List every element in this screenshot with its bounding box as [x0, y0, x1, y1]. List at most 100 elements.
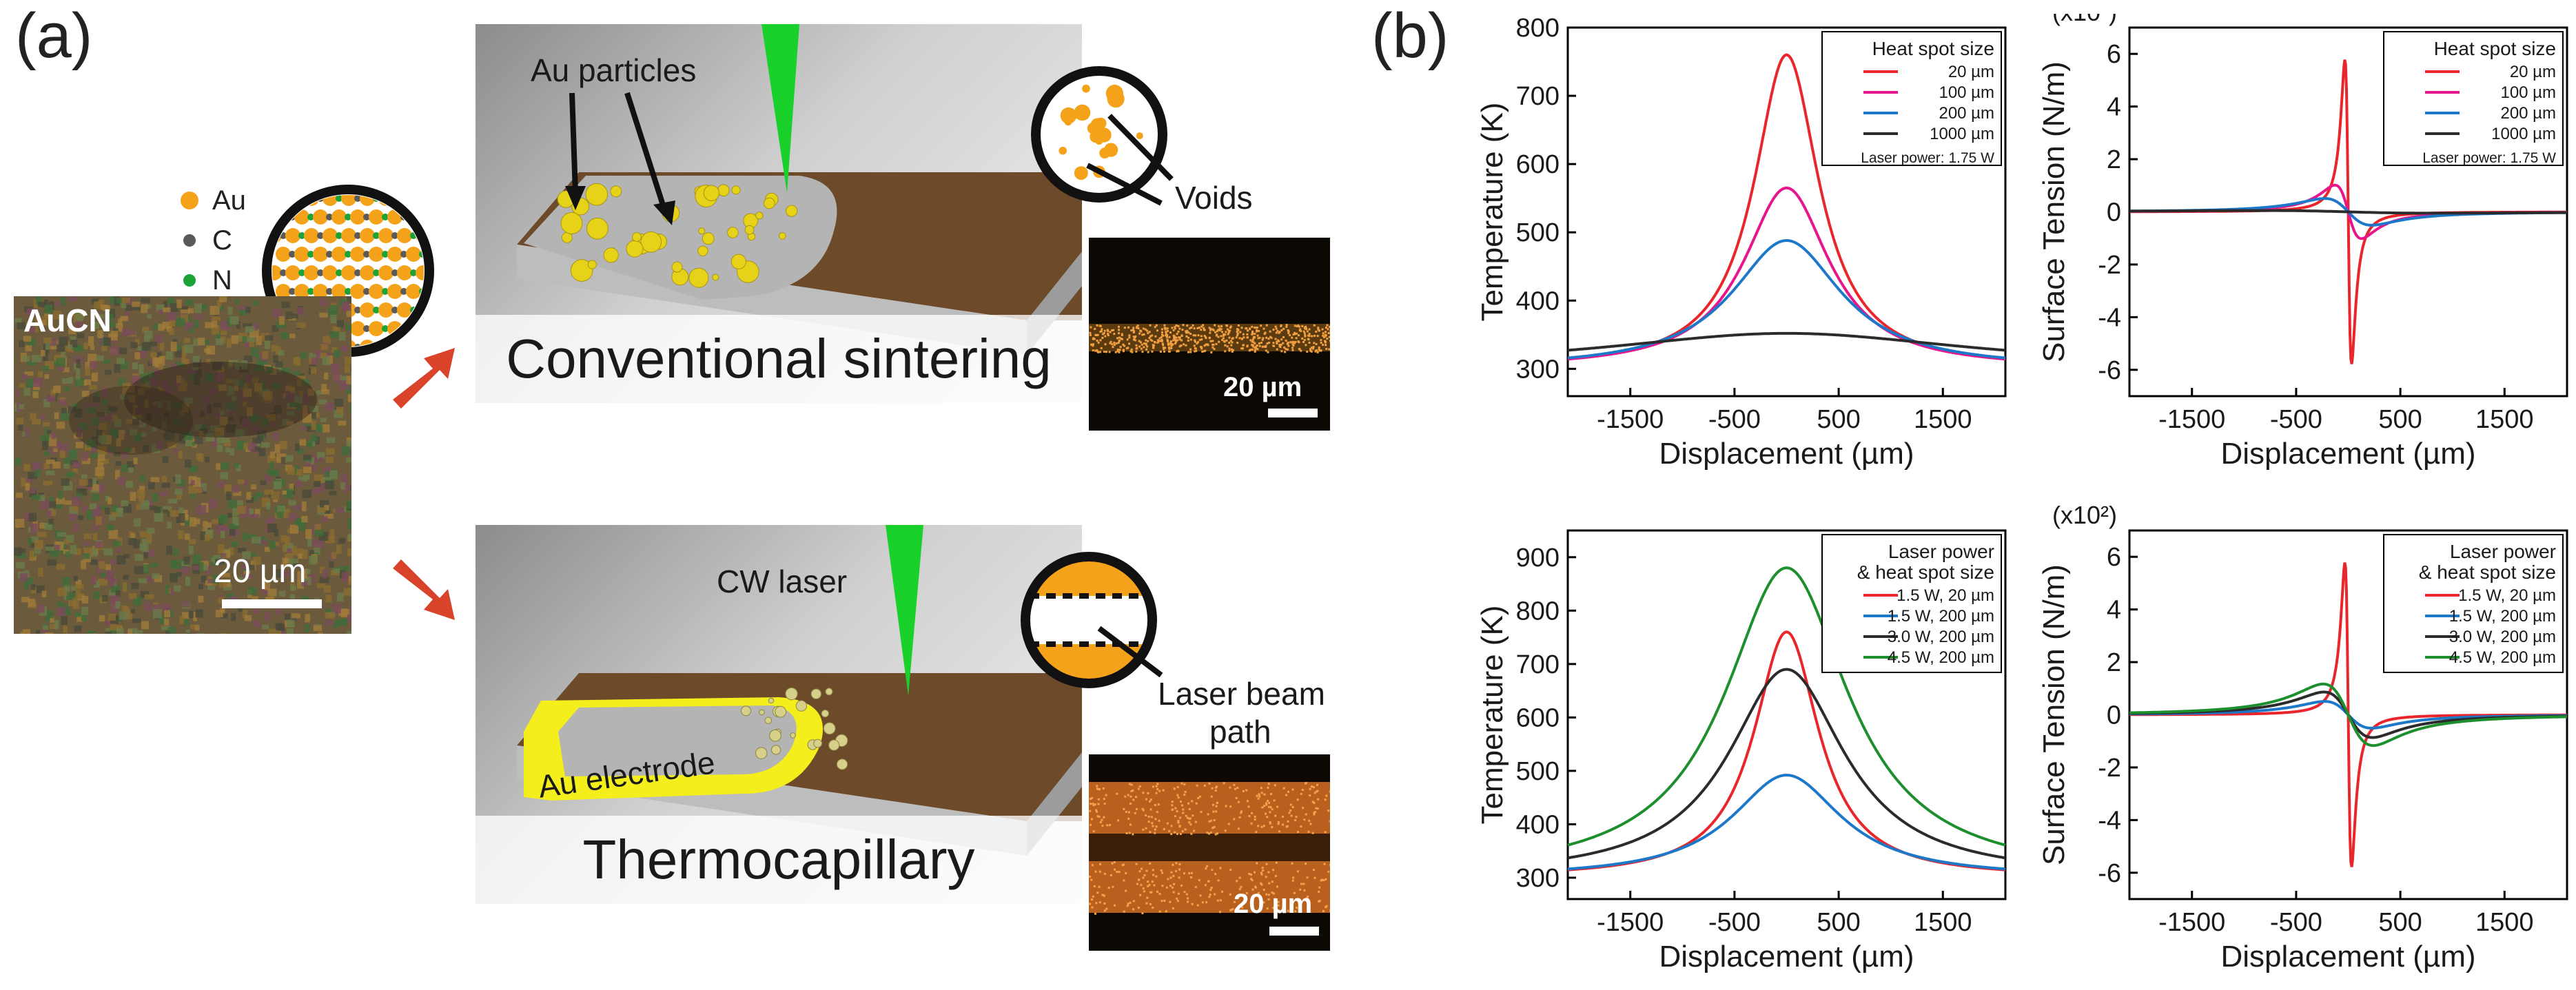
legend-title: Heat spot size — [2434, 38, 2556, 59]
y-tick-label: 0 — [2107, 701, 2121, 730]
series-line-3 — [2129, 682, 2567, 747]
y-tick-label: 4 — [2107, 93, 2121, 122]
series-line-2 — [1567, 239, 2006, 360]
legend-box — [1821, 31, 2002, 166]
temperature-spot-chart: -1500 -500 500 1500 300 400 500 600 700 800 Displa… — [1475, 14, 2007, 471]
y-multiplier-label: (x10²) — [2052, 14, 2117, 26]
voids-label: Voids — [1175, 180, 1253, 216]
laser-path-icon — [1021, 552, 1163, 688]
sintering-scene: Au particles Conventional sintering — [476, 24, 1082, 403]
legend-box — [2383, 534, 2564, 673]
legend-n-label: N — [212, 265, 232, 296]
x-tick-label: -500 — [2270, 908, 2322, 937]
legend-entry-3: 1000 µm — [2491, 125, 2556, 143]
legend-entry-3: 4.5 W, 200 µm — [1888, 648, 1994, 667]
legend-entry-0: 20 µm — [2510, 63, 2556, 81]
laser-beam-label: Laser beam — [1158, 676, 1325, 712]
x-tick-label: 1500 — [1914, 405, 1972, 434]
legend-title-2: & heat spot size — [2419, 561, 2556, 583]
surface-tension-power-chart: -1500 -500 500 1500 -6 -4 -2 0 2 4 6 Displacement (… — [2037, 501, 2568, 973]
y-tick-label: 800 — [1516, 14, 1560, 43]
eds-map-texture — [14, 296, 351, 634]
x-axis-label: Displacement (µm) — [2220, 940, 2475, 973]
y-tick-label: 700 — [1516, 82, 1560, 111]
sintering-micro-scale: 20 µm — [1223, 372, 1302, 402]
x-tick-label: 1500 — [1914, 908, 1972, 937]
y-axis-label: Surface Tension (N/m) — [2037, 61, 2071, 362]
legend-entry-3: 4.5 W, 200 µm — [2449, 648, 2556, 667]
au-dot-icon — [181, 192, 198, 209]
x-axis-label: Displacement (µm) — [1659, 940, 1914, 973]
map-label: AuCN — [23, 302, 112, 338]
x-axis-label: Displacement (µm) — [2220, 437, 2475, 471]
legend-title: Laser power — [2450, 541, 2556, 562]
sintering-micrograph: 20 µm — [1089, 238, 1330, 431]
x-tick-label: -500 — [1708, 908, 1761, 937]
plot-frame — [1566, 529, 2007, 900]
y-tick-label: -4 — [2098, 303, 2121, 332]
y-tick-label: -6 — [2098, 859, 2121, 888]
legend-entry-2: 3.0 W, 200 µm — [2449, 628, 2556, 646]
y-tick-label: -6 — [2098, 356, 2121, 385]
element-legend: Au C N — [181, 181, 246, 300]
panel-a-label: (a) — [15, 1, 93, 71]
cw-laser-label: CW laser — [717, 564, 848, 599]
y-tick-label: -4 — [2098, 806, 2121, 835]
x-tick-label: -1500 — [2158, 405, 2225, 434]
legend-title: Laser power — [1888, 541, 1994, 562]
c-dot-icon — [183, 234, 196, 247]
arrow-up-right-icon — [393, 348, 455, 409]
series-line-3 — [2129, 209, 2567, 215]
series-line-1 — [1567, 774, 2006, 871]
legend-au-label: Au — [212, 185, 246, 216]
map-scale-bar — [222, 599, 322, 608]
y-tick-label: 900 — [1516, 544, 1560, 573]
series-line-1 — [1567, 186, 2006, 361]
x-tick-label: -1500 — [1597, 405, 1664, 434]
y-tick-label: 0 — [2107, 198, 2121, 227]
legend-item-c: C — [181, 220, 246, 260]
map-scale-label: 20 µm — [214, 553, 307, 590]
thermocapillary-title: Thermocapillary — [476, 816, 1082, 904]
x-tick-label: 1500 — [2475, 405, 2534, 434]
y-tick-label: 400 — [1516, 287, 1560, 316]
panel-b-label: (b) — [1371, 1, 1449, 71]
y-tick-label: 700 — [1516, 650, 1560, 679]
x-tick-label: 500 — [2378, 908, 2422, 937]
y-tick-label: 6 — [2107, 543, 2121, 572]
y-tick-label: 300 — [1516, 864, 1560, 893]
legend-entry-2: 200 µm — [2500, 104, 2556, 123]
series-line-3 — [1567, 331, 2006, 352]
x-tick-label: -1500 — [2158, 908, 2225, 937]
eds-map: AuCN 20 µm — [14, 296, 351, 634]
y-multiplier-label: (x10²) — [2052, 501, 2117, 529]
thermocapillary-micro-scale: 20 µm — [1234, 889, 1313, 919]
y-tick-label: 600 — [1516, 703, 1560, 732]
sintering-micrograph-image — [1089, 238, 1330, 431]
y-tick-label: 600 — [1516, 150, 1560, 179]
series-line-3 — [1567, 566, 2006, 847]
y-tick-label: 300 — [1516, 355, 1560, 384]
legend-c-label: C — [212, 225, 232, 256]
laser-beam-path-label: path — [1209, 714, 1271, 750]
x-tick-label: 500 — [1817, 908, 1860, 937]
legend-box — [1821, 534, 2002, 673]
temperature-power-chart: -1500 -500 500 1500 300 400 500 600 700 800 900 Dis… — [1475, 529, 2007, 973]
x-tick-label: 500 — [1817, 405, 1860, 434]
y-tick-label: 4 — [2107, 596, 2121, 625]
legend-entry-0: 20 µm — [1948, 63, 1994, 81]
arrow-down-right-icon — [393, 559, 455, 620]
sintering-title: Conventional sintering — [476, 315, 1082, 403]
y-tick-label: 6 — [2107, 40, 2121, 69]
y-axis-label: Surface Tension (N/m) — [2037, 564, 2071, 865]
series-line-2 — [1567, 668, 2006, 860]
y-tick-label: 2 — [2107, 145, 2121, 174]
y-tick-label: 400 — [1516, 810, 1560, 839]
legend-title: Heat spot size — [1872, 38, 1994, 59]
voids-icon — [1031, 66, 1174, 206]
thermocapillary-micrograph-image — [1089, 754, 1330, 951]
x-tick-label: -500 — [1708, 405, 1761, 434]
sintering-micro-scale-bar — [1268, 409, 1318, 417]
x-tick-label: 1500 — [2475, 908, 2534, 937]
legend-note: Laser power: 1.75 W — [1861, 150, 1994, 166]
